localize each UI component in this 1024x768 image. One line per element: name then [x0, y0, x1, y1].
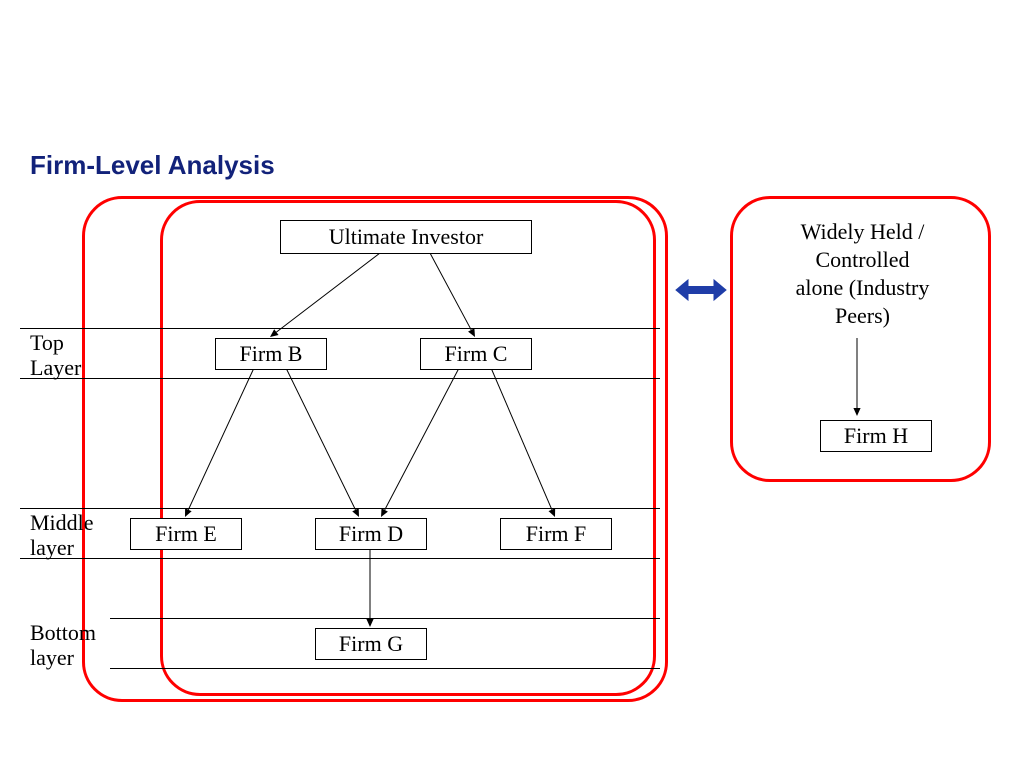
- layer-rule-3: [20, 558, 660, 559]
- rounded-inner: [160, 200, 656, 696]
- node-firmH: Firm H: [820, 420, 932, 452]
- layer-label-middle: Middlelayer: [30, 510, 94, 561]
- node-firmG: Firm G: [315, 628, 427, 660]
- node-firmD: Firm D: [315, 518, 427, 550]
- layer-rule-4: [110, 618, 660, 619]
- page-title: Firm-Level Analysis: [30, 150, 275, 181]
- node-firmE: Firm E: [130, 518, 242, 550]
- layer-rule-1: [20, 378, 660, 379]
- layer-rule-2: [20, 508, 660, 509]
- node-ultimate: Ultimate Investor: [280, 220, 532, 254]
- node-firmB: Firm B: [215, 338, 327, 370]
- node-firmF: Firm F: [500, 518, 612, 550]
- layer-label-top: TopLayer: [30, 330, 81, 381]
- layer-rule-0: [20, 328, 660, 329]
- node-firmC: Firm C: [420, 338, 532, 370]
- layer-rule-5: [110, 668, 660, 669]
- side-text: Widely Held /Controlledalone (IndustryPe…: [780, 218, 945, 330]
- layer-label-bottom: Bottomlayer: [30, 620, 96, 671]
